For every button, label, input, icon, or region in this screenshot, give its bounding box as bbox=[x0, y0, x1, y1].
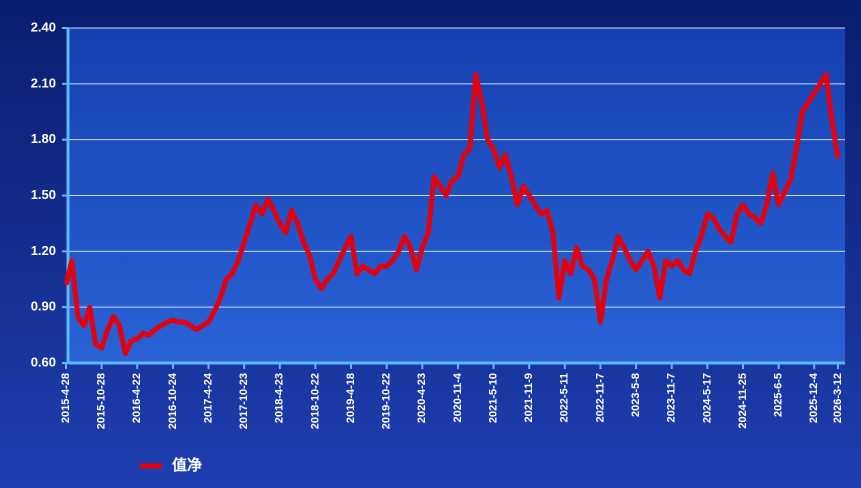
x-tick-label: 2020-11-4 bbox=[452, 372, 464, 422]
x-tick-label: 2018-10-22 bbox=[309, 373, 321, 429]
y-tick-label: 2.10 bbox=[31, 75, 56, 90]
y-tick-label: 1.50 bbox=[31, 187, 56, 202]
legend-label: 值净 bbox=[172, 456, 202, 474]
x-tick-label: 2017-4-24 bbox=[202, 372, 214, 423]
y-tick-label: 1.80 bbox=[31, 131, 56, 146]
line bbox=[63, 72, 841, 357]
x-tick-label: 2023-5-8 bbox=[630, 373, 642, 417]
x-tick-label: 2024-5-17 bbox=[701, 373, 713, 423]
x-tick-label: 2021-5-10 bbox=[487, 373, 499, 423]
x-tick-label: 2015-4-28 bbox=[60, 373, 72, 423]
x-tick-label: 2019-10-22 bbox=[381, 373, 393, 429]
x-tick-label: 2024-11-25 bbox=[737, 373, 749, 429]
x-tick-label: 2021-11-9 bbox=[523, 373, 535, 423]
y-tick-label: 0.90 bbox=[31, 299, 56, 314]
x-tick-label: 2022-5-11 bbox=[559, 373, 571, 423]
x-tick-label: 2023-11-7 bbox=[666, 373, 678, 423]
y-tick-label: 2.40 bbox=[31, 19, 56, 34]
x-tick-label: 2016-4-22 bbox=[131, 373, 143, 423]
x-tick-label: 2015-10-28 bbox=[96, 373, 108, 429]
x-tick-label: 2026-3-12 bbox=[832, 373, 844, 423]
x-tick-label: 2019-4-18 bbox=[345, 373, 357, 423]
x-tick-label: 2017-10-23 bbox=[238, 373, 250, 429]
x-tick-label: 2016-10-24 bbox=[167, 372, 179, 429]
x-tick-label: 2022-11-7 bbox=[594, 373, 606, 423]
y-tick-label: 1.20 bbox=[31, 243, 56, 258]
x-tick-label: 2025-6-5 bbox=[773, 373, 785, 417]
x-tick-label: 2020-4-23 bbox=[416, 373, 428, 423]
y-tick-label: 0.60 bbox=[31, 354, 56, 369]
x-tick-label: 2018-4-23 bbox=[274, 373, 286, 423]
x-tick-label: 2025-12-4 bbox=[808, 372, 820, 423]
